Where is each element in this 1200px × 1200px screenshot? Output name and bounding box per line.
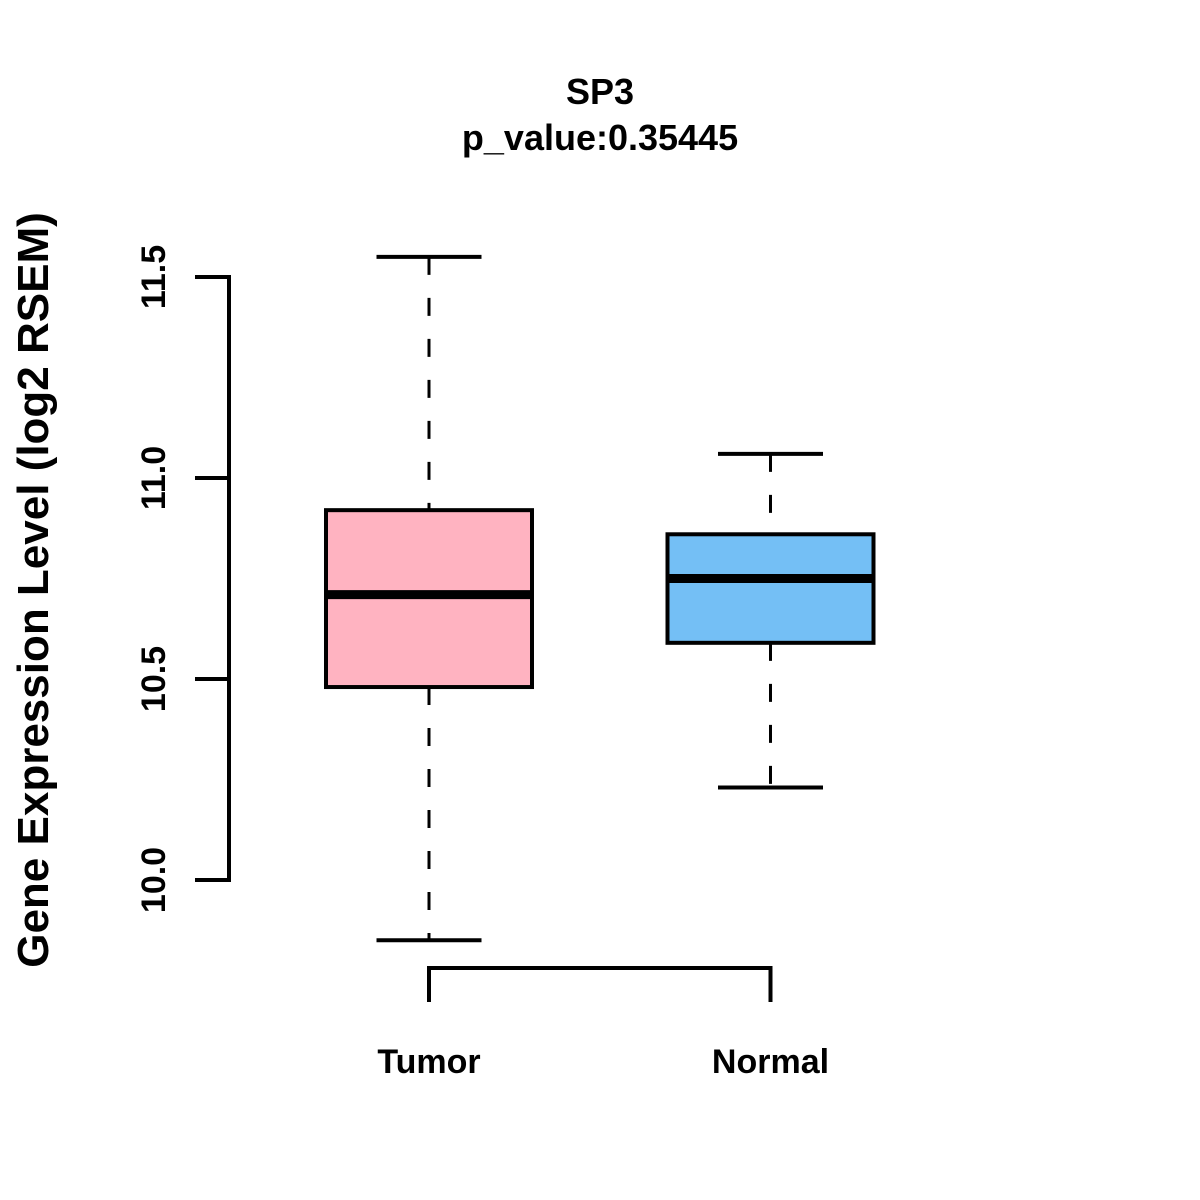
y-axis — [195, 275, 231, 882]
y-tick-label: 11.0 — [135, 446, 173, 510]
chart-subtitle: p_value:0.35445 — [462, 117, 738, 158]
box-tumor — [324, 254, 534, 943]
x-category-label-normal: Normal — [712, 1043, 829, 1081]
iqr-box — [665, 532, 876, 645]
y-tick-label: 10.5 — [135, 646, 173, 712]
x-category-labels: Tumor Normal — [377, 1043, 829, 1081]
y-tick-labels: 10.0 10.5 11.0 11.5 — [135, 245, 173, 913]
boxes — [324, 254, 876, 943]
box-normal — [665, 451, 876, 790]
y-axis-title: Gene Expression Level (log2 RSEM) — [9, 212, 58, 968]
y-tick-label: 11.5 — [135, 245, 173, 309]
chart-title: SP3 — [566, 71, 634, 112]
y-tick-label: 10.0 — [135, 847, 173, 913]
x-category-label-tumor: Tumor — [377, 1043, 480, 1081]
x-axis — [427, 966, 773, 1002]
